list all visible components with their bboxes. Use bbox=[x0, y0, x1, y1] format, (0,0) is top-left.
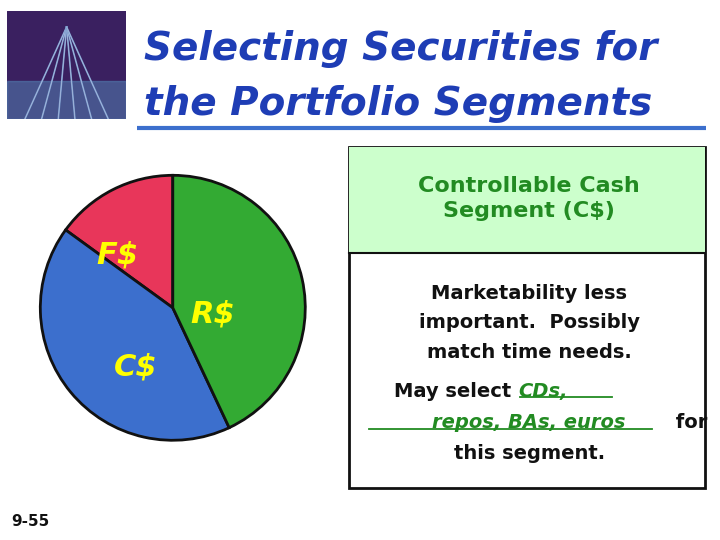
Text: repos, BAs, euros: repos, BAs, euros bbox=[433, 414, 626, 433]
Text: 9-55: 9-55 bbox=[11, 514, 49, 529]
Text: May select: May select bbox=[394, 382, 518, 401]
Wedge shape bbox=[40, 230, 229, 440]
FancyBboxPatch shape bbox=[349, 147, 706, 253]
Text: this segment.: this segment. bbox=[454, 444, 605, 463]
Text: match time needs.: match time needs. bbox=[427, 343, 631, 362]
Text: Controllable Cash
Segment (C$): Controllable Cash Segment (C$) bbox=[418, 176, 640, 221]
Wedge shape bbox=[66, 176, 173, 308]
Text: Selecting Securities for: Selecting Securities for bbox=[144, 30, 657, 69]
Bar bbox=[7, 81, 126, 119]
Text: C$: C$ bbox=[114, 353, 158, 382]
Text: for: for bbox=[669, 414, 707, 433]
Text: F$: F$ bbox=[96, 240, 138, 269]
Text: the Portfolio Segments: the Portfolio Segments bbox=[144, 85, 652, 123]
FancyBboxPatch shape bbox=[349, 147, 706, 488]
Text: R$: R$ bbox=[190, 300, 235, 329]
Wedge shape bbox=[173, 176, 305, 428]
Text: Marketability less: Marketability less bbox=[431, 284, 627, 302]
Text: important.  Possibly: important. Possibly bbox=[419, 313, 639, 333]
Text: CDs,: CDs, bbox=[518, 382, 567, 401]
